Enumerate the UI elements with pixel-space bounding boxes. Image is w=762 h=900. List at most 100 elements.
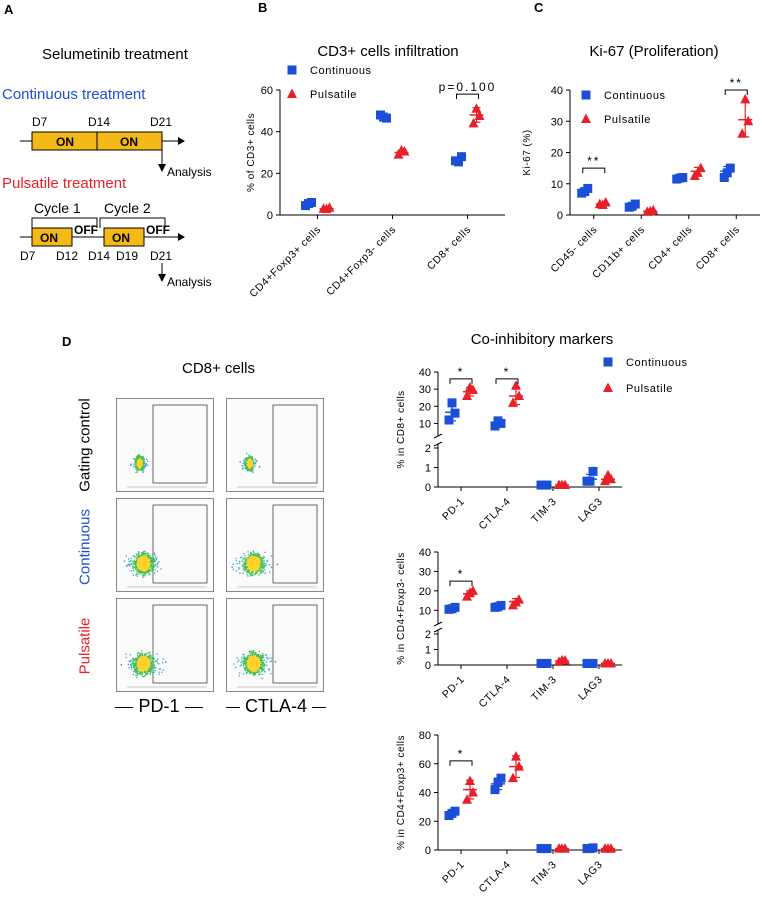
legend-label-continuous: Continuous xyxy=(626,357,688,369)
legend-marker-continuous xyxy=(287,65,297,75)
x-tick-label-0: PD-1 xyxy=(440,674,467,701)
significance-bracket-0 xyxy=(449,760,473,766)
puls-day-d12: D12 xyxy=(56,249,78,263)
flow-plot-continuous-ctla4 xyxy=(226,498,324,592)
x-tick-label-0: CD45- cells xyxy=(548,224,600,276)
chart-title: Ki-67 (Proliferation) xyxy=(589,43,718,60)
point-pulsatile-0-0 xyxy=(462,390,472,400)
legend-marker-pulsatile xyxy=(603,382,613,392)
y-axis-label: % of CD3+ cells xyxy=(246,113,257,192)
y-tick-label-0: 0 xyxy=(557,210,563,222)
y-tick-label-1: 20 xyxy=(419,816,431,828)
y-tick-label-1: 20 xyxy=(261,168,273,180)
flow-row-label-continuous: Continuous xyxy=(76,509,94,585)
axis-break-mark-1 xyxy=(433,621,443,627)
significance-label-1: * xyxy=(504,365,511,379)
significance-label-0: p=0.100 xyxy=(439,80,497,94)
legend-label-continuous: Continuous xyxy=(604,90,666,102)
flow-plot-continuous-pd1 xyxy=(116,498,214,592)
point-pulsatile-2-2 xyxy=(557,479,567,490)
y-tick-upper-label-1: 20 xyxy=(419,586,431,598)
y-tick-lower-label-0: 0 xyxy=(425,660,431,672)
cont-on-label-1: ON xyxy=(56,135,74,149)
point-continuous-3-1 xyxy=(588,466,598,476)
significance-label-0: * xyxy=(458,365,465,379)
puls-day-d21: D21 xyxy=(150,249,172,263)
flow-gate xyxy=(152,504,208,584)
legend-label-pulsatile: Pulsatile xyxy=(604,114,651,126)
legend-marker-pulsatile xyxy=(287,88,297,98)
puls-day-d14: D14 xyxy=(88,249,110,263)
significance-label-1: ** xyxy=(730,76,743,90)
x-tick-label-2: TIM-3 xyxy=(529,496,559,526)
x-tick-label-2: TIM-3 xyxy=(529,859,559,889)
treatment-schedule-diagram: D7 D14 D21 ON ON Analysis Cycle 1 Cycle … xyxy=(20,115,212,289)
cycle-1-label: Cycle 1 xyxy=(34,200,81,216)
x-tick-label-1: CTLA-4 xyxy=(477,674,514,711)
legend-label-pulsatile: Pulsatile xyxy=(310,89,357,101)
y-tick-label-4: 40 xyxy=(551,85,563,97)
flow-col-label-pd1: PD-1 xyxy=(106,696,212,717)
x-tick-label-3: LAG3 xyxy=(576,674,605,703)
significance-bracket-0 xyxy=(582,167,606,174)
x-tick-label-0: PD-1 xyxy=(440,859,467,886)
legend-label-pulsatile: Pulsatile xyxy=(626,383,673,395)
flow-title: CD8+ cells xyxy=(182,360,255,377)
puls-off-label-2: OFF xyxy=(146,223,170,237)
y-tick-lower-label-1: 1 xyxy=(425,645,431,657)
x-tick-label-0: CD4+Foxp3+ cells xyxy=(247,224,323,300)
point-continuous-3-0 xyxy=(719,173,729,182)
y-tick-label-1: 10 xyxy=(551,179,563,191)
x-tick-label-3: LAG3 xyxy=(576,859,605,888)
cont-day-d21: D21 xyxy=(150,115,172,129)
panel-letter: C xyxy=(534,0,544,15)
x-tick-label-1: CD4+Foxp3- cells xyxy=(324,224,398,298)
x-tick-label-1: CTLA-4 xyxy=(477,496,514,530)
puls-day-d7: D7 xyxy=(20,249,36,263)
legend-label-continuous: Continuous xyxy=(310,65,372,77)
axis-break-mark-1 xyxy=(433,433,443,439)
point-continuous-0-2 xyxy=(447,398,457,408)
chart-title: Co-inhibitory markers xyxy=(471,331,614,348)
significance-bracket-1 xyxy=(495,378,519,384)
point-pulsatile-3-2 xyxy=(603,469,613,480)
flow-plot-pulsatile-pd1 xyxy=(116,598,214,692)
cont-day-d14: D14 xyxy=(88,115,110,129)
flow-col-label-ctla4: CTLA-4 xyxy=(220,696,332,717)
flow-row-label-gating: Gating control xyxy=(76,398,94,492)
y-tick-label-2: 40 xyxy=(261,127,273,139)
chart-d-cd4foxp3neg-coinhibitory: 10 20 30 40 0 1 2 % in CD4+Foxp3- cells PD-1 CTLA… xyxy=(396,547,622,711)
y-tick-label-3: 60 xyxy=(261,85,273,97)
panel-d-letter: D xyxy=(62,334,72,349)
significance-bracket-1 xyxy=(724,89,748,95)
point-continuous-0-0 xyxy=(444,415,454,425)
significance-label-0: * xyxy=(458,747,465,761)
significance-bracket-0 xyxy=(449,580,473,587)
legend-marker-continuous xyxy=(603,357,613,367)
y-axis-label: % in CD4+Foxp3- cells xyxy=(396,552,407,664)
cont-on-label-2: ON xyxy=(120,135,138,149)
chart-b-cd3-infiltration: B CD3+ cells infiltration 0 20 40 60 % of CD3+… xyxy=(246,0,505,300)
y-tick-upper-label-3: 40 xyxy=(419,367,431,379)
flow-gate xyxy=(272,604,318,684)
significance-label-0: ** xyxy=(587,154,600,168)
cont-day-d7: D7 xyxy=(32,115,48,129)
y-tick-label-4: 80 xyxy=(419,730,431,742)
chart-title: CD3+ cells infiltration xyxy=(317,43,458,60)
flow-gate xyxy=(272,504,318,584)
y-axis-label: % in CD4+Foxp3+ cells xyxy=(396,735,407,850)
x-tick-label-1: CTLA-4 xyxy=(477,859,514,896)
point-continuous-0-1 xyxy=(450,408,460,418)
puls-on-label-2: ON xyxy=(112,231,130,245)
flow-row-label-pulsatile: Pulsatile xyxy=(76,617,94,675)
y-axis-label: % in CD8+ cells xyxy=(396,390,407,468)
point-pulsatile-3-2 xyxy=(740,93,751,104)
panel-letter: B xyxy=(258,0,267,15)
y-tick-lower-label-1: 1 xyxy=(425,463,431,475)
x-tick-label-2: CD4+ cells xyxy=(646,224,695,273)
panel-a-title: Selumetinib treatment xyxy=(42,46,188,63)
y-tick-label-3: 60 xyxy=(419,759,431,771)
cycle-2-label: Cycle 2 xyxy=(104,200,151,216)
y-axis-label: Ki-67 (%) xyxy=(522,129,533,175)
significance-bracket-0 xyxy=(449,378,473,384)
